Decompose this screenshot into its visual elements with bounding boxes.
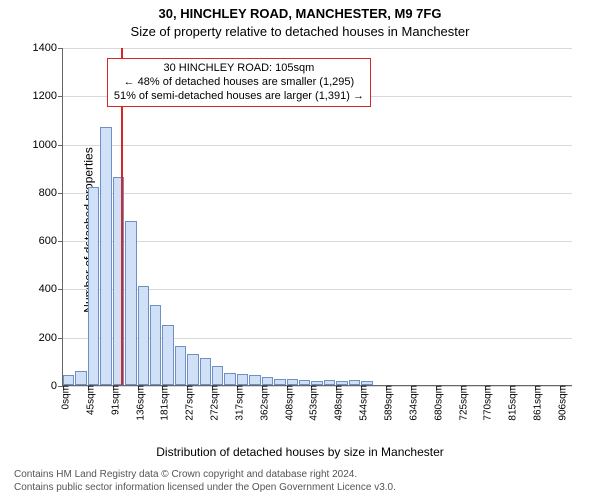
ytick-label: 600 (39, 235, 63, 247)
xtick-label: 136sqm (129, 385, 146, 421)
ytick-label: 200 (39, 332, 63, 344)
xtick-label: 906sqm (551, 385, 568, 421)
annotation-line: 30 HINCHLEY ROAD: 105sqm (114, 61, 364, 75)
histogram-bar (150, 305, 161, 385)
histogram-bar (262, 377, 273, 385)
histogram-bar (200, 358, 211, 385)
x-axis-label: Distribution of detached houses by size … (0, 445, 600, 459)
histogram-bar (162, 325, 173, 385)
histogram-bar (175, 346, 186, 385)
annotation-line: 51% of semi-detached houses are larger (… (114, 89, 364, 103)
title-subtitle: Size of property relative to detached ho… (0, 24, 600, 39)
xtick-label: 181sqm (154, 385, 171, 421)
histogram-bar (100, 127, 111, 385)
xtick-label: 272sqm (204, 385, 221, 421)
histogram-bar (212, 366, 223, 385)
xtick-label: 680sqm (427, 385, 444, 421)
histogram-bar (187, 354, 198, 385)
xtick-label: 0sqm (55, 385, 72, 409)
xtick-label: 589sqm (378, 385, 395, 421)
xtick-label: 317sqm (228, 385, 245, 421)
plot-area: 02004006008001000120014000sqm45sqm91sqm1… (62, 48, 572, 386)
xtick-label: 408sqm (278, 385, 295, 421)
xtick-label: 634sqm (402, 385, 419, 421)
xtick-label: 725sqm (452, 385, 469, 421)
histogram-bar (63, 375, 74, 385)
histogram-bar (88, 187, 99, 385)
attribution-line1: Contains HM Land Registry data © Crown c… (14, 469, 396, 482)
ytick-label: 800 (39, 187, 63, 199)
xtick-label: 227sqm (179, 385, 196, 421)
attribution: Contains HM Land Registry data © Crown c… (14, 469, 396, 494)
gridline (63, 145, 572, 146)
ytick-label: 1200 (33, 90, 63, 102)
xtick-label: 544sqm (353, 385, 370, 421)
xtick-label: 815sqm (501, 385, 518, 421)
xtick-label: 91sqm (104, 385, 121, 415)
ytick-label: 1000 (33, 139, 63, 151)
histogram-bar (224, 373, 235, 385)
xtick-label: 498sqm (328, 385, 345, 421)
ytick-label: 400 (39, 283, 63, 295)
ytick-label: 1400 (33, 42, 63, 54)
histogram-bar (75, 371, 86, 385)
gridline (63, 193, 572, 194)
attribution-line2: Contains public sector information licen… (14, 482, 396, 495)
xtick-label: 362sqm (253, 385, 270, 421)
annotation-line: ← 48% of detached houses are smaller (1,… (114, 75, 364, 89)
title-address: 30, HINCHLEY ROAD, MANCHESTER, M9 7FG (0, 6, 600, 21)
xtick-label: 861sqm (527, 385, 544, 421)
xtick-label: 45sqm (79, 385, 96, 415)
annotation-box: 30 HINCHLEY ROAD: 105sqm← 48% of detache… (107, 58, 371, 107)
chart-container: 30, HINCHLEY ROAD, MANCHESTER, M9 7FG Si… (0, 0, 600, 500)
gridline (63, 241, 572, 242)
histogram-bar (138, 286, 149, 385)
gridline (63, 48, 572, 49)
histogram-bar (249, 375, 260, 385)
xtick-label: 770sqm (477, 385, 494, 421)
xtick-label: 453sqm (303, 385, 320, 421)
histogram-bar (125, 221, 136, 385)
histogram-bar (237, 374, 248, 385)
